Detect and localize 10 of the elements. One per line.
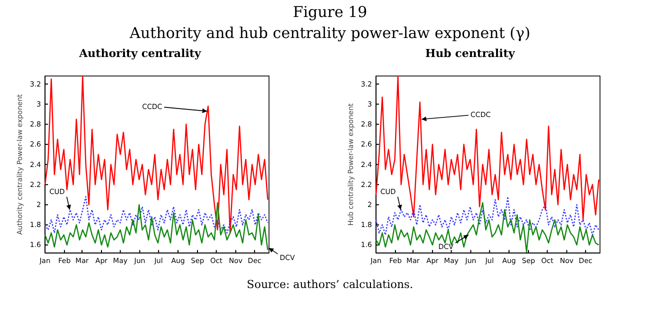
chart-title: Hub centrality (425, 47, 516, 60)
line-series (44, 202, 268, 251)
chart-title: Authority centrality (78, 47, 202, 60)
line-series (375, 196, 600, 236)
caption: Figure 19 (292, 3, 368, 21)
line-series (375, 75, 600, 220)
text: Authority and hub centrality power-law exponent (γ) (128, 24, 530, 42)
line-series (44, 75, 268, 234)
source-note: Source: authors’ calculations. (246, 278, 414, 291)
line-series (44, 196, 268, 234)
